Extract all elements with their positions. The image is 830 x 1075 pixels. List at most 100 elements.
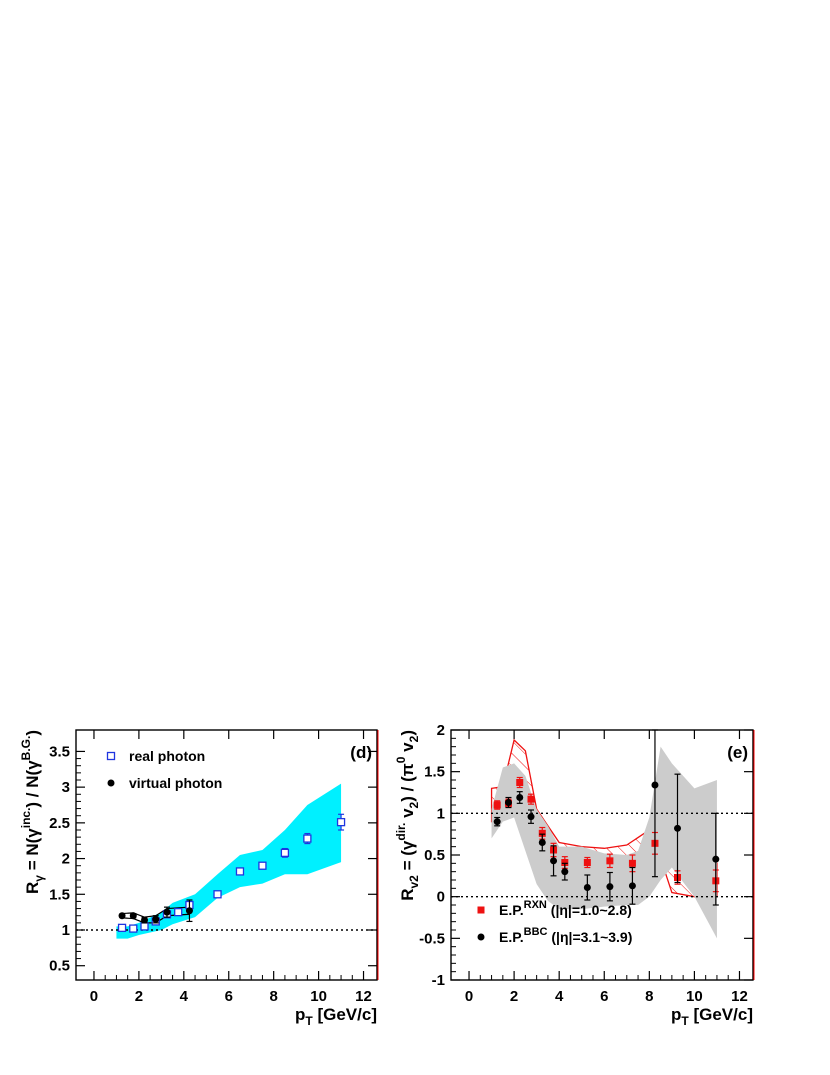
panel-e-y-axis-title-sup-dir: dir.: [394, 823, 408, 841]
panel-e-y-axis-title-sub: v2: [407, 875, 421, 889]
panel-d-series-0-point-9: [258, 861, 267, 870]
panel-e-legend-marker-0: [477, 906, 485, 914]
panel-d-series-1-point-2: [141, 916, 149, 924]
panel-e-series-0-point-0: [493, 801, 501, 809]
panel-e-x-tick-label-5: 10: [686, 988, 703, 1005]
panel-e-series-1-point-10: [651, 781, 659, 789]
panel-e-x-tick-label-2: 4: [555, 988, 564, 1005]
panel-e-series-0-point-8: [606, 857, 614, 865]
panel-e-x-axis-title-unit: [GeV/c]: [689, 1005, 753, 1024]
panel-e-legend-label-0-sup: RXN: [524, 899, 547, 911]
panel-e-y-tick-label-3: 0.5: [424, 847, 445, 864]
panel-e-y-axis-title-sup0: 0: [394, 756, 408, 763]
panel-e-y-axis-title-v2: v: [398, 742, 417, 757]
panel-e-points: [493, 729, 720, 906]
panel-e-series-1-point-4: [538, 839, 546, 846]
panel-d-series-1-point-3: [152, 915, 160, 923]
panel-e-legend-label-1: E.P.BBC (|η|=3.1~3.9): [499, 926, 632, 945]
panel-d-y-axis-title-mid: = N(γ: [23, 828, 42, 875]
panel-e-legend-label-1-rest: (|η|=3.1~3.9): [548, 929, 633, 945]
panel-d-y-tick-label-1: 1: [62, 922, 70, 939]
panel-e-y-tick-label-5: 1.5: [424, 764, 445, 781]
panel-d-x-axis-title-main: p: [295, 1005, 305, 1024]
panel-d-series-1-point-5: [185, 907, 193, 915]
panel-e-x-axis-title-main: p: [671, 1005, 681, 1024]
panel-d-y-axis-title-div: ) / N(γ: [23, 760, 42, 808]
panel-d-series-0-point-2: [140, 922, 149, 931]
panel-e-series-1-point-1: [504, 799, 512, 806]
panel-e-series-1-point-2: [516, 794, 524, 801]
panel-d-y-tick-label-6: 3.5: [49, 743, 70, 760]
panel-d-bands: [116, 783, 342, 939]
panel-d-y-tick-label-0: 0.5: [49, 958, 70, 975]
panel-e-x-axis-title: pT [GeV/c]: [671, 1005, 753, 1028]
panel-d-x-tick-label-2: 4: [180, 988, 189, 1005]
panel-e: 0 2 4 6 8 10 12-1-0.500.511.52 (e) pT [GeV/c] …: [394, 722, 755, 1028]
panel-d-series-0-point-1: [129, 924, 138, 933]
panel-e-x-tick-label-1: 2: [510, 988, 518, 1005]
panel-e-reference-lines: [451, 812, 753, 898]
panel-e-legend-label-0: E.P.RXN (|η|=1.0~2.8): [499, 899, 632, 918]
panel-d-y-tick-label-3: 2: [62, 851, 70, 868]
panel-e-y-axis-title-end: ): [398, 730, 417, 736]
panel-d-legend-label-0: real photon: [129, 748, 205, 764]
panel-e-y-axis-title-sub3: 2: [407, 735, 421, 742]
panel-e-legend-label-1-main: E.P.: [499, 929, 524, 945]
panel-e-y-axis-title-v: v: [398, 808, 417, 823]
panel-d-x-tick-label-0: 0: [90, 988, 98, 1005]
panel-d-y-axis-title-sup-bg: B.G.: [19, 736, 33, 761]
panel-e-x-tick-label-4: 8: [645, 988, 653, 1005]
panel-e-band-1: [491, 746, 717, 939]
panel-e-legend-marker-1: [477, 933, 485, 941]
panel-e-series-1-point-7: [583, 884, 591, 891]
panel-d-y-tick-label-2: 1.5: [49, 886, 70, 903]
panel-e-series-1-point-9: [628, 882, 636, 890]
panel-e-x-tick-label-0: 0: [465, 988, 473, 1005]
panel-e-y-tick-label-6: 2: [437, 722, 445, 739]
panel-d-label: (d): [350, 743, 372, 762]
panel-e-y-tick-label-0: -1: [432, 972, 445, 989]
panel-d-x-tick-label-6: 12: [355, 988, 372, 1005]
panel-d-series-0-point-5: [174, 907, 183, 917]
panel-d-frame: [75, 729, 378, 981]
panel-e-y-axis-title-sub2: 2: [407, 801, 421, 808]
panel-e-x-axis-title-sub: T: [681, 1014, 689, 1028]
panel-d-x-tick-label-4: 8: [269, 988, 277, 1005]
panel-e-series-0-point-9: [628, 859, 636, 867]
panel-e-series-1-point-0: [493, 818, 501, 826]
panel-e-series-0-point-6: [561, 859, 569, 866]
panel-e-label: (e): [727, 743, 748, 762]
panel-e-x-tick-label-6: 12: [731, 988, 748, 1005]
panel-e-legend: E.P.RXN (|η|=1.0~2.8)E.P.BBC (|η|=3.1~3.…: [477, 899, 632, 945]
panel-e-series-1-point-12: [712, 855, 720, 863]
panel-e-legend-label-0-rest: (|η|=1.0~2.8): [547, 902, 632, 918]
panel-e-y-axis-title-r: R: [398, 889, 417, 901]
panel-d-points: [117, 813, 346, 933]
panel-d-series-0-point-0: [117, 923, 127, 933]
panel-d-x-tick-label-3: 6: [225, 988, 233, 1005]
panel-e-series-1-point-11: [674, 824, 681, 832]
panel-e-y-axis-title: Rv2 = (γdir. v2) / (π0 v2): [394, 730, 421, 901]
panel-e-series-0-point-3: [527, 795, 535, 803]
panel-d-y-axis-title-end: ): [23, 730, 42, 736]
panel-d-y-axis-title: Rγ = N(γinc.) / N(γB.G.): [19, 730, 46, 894]
panel-e-series-1-point-5: [550, 857, 558, 865]
panel-d-series-1-point-0: [118, 912, 126, 920]
panel-e-series-1-point-6: [561, 868, 569, 876]
panel-d-y-axis-title-r: R: [23, 882, 42, 894]
panel-d-series-0-point-7: [213, 890, 222, 899]
panel-e-axes: 0 2 4 6 8 10 12 -1 -0.5 0 0.5 1 1.5 2: [419, 722, 753, 1005]
panel-d-y-axis-title-sub: γ: [32, 875, 46, 882]
panel-d-x-tick-label-1: 2: [135, 988, 143, 1005]
panel-d-series-0-point-11: [303, 834, 312, 843]
panel-d-y-tick-label-4: 2.5: [49, 815, 70, 832]
panel-d-y-tick-label-5: 3: [62, 779, 70, 796]
panel-e-legend-label-1-sup: BBC: [524, 926, 548, 938]
panel-d-y-axis-title-sup-inc: inc.: [19, 808, 33, 829]
panel-e-series-0-point-2: [516, 779, 524, 786]
panel-d: 0 2 4 6 8 10 120.511.522.533.5 (d) pT [GeV/c] …: [19, 729, 379, 1028]
panel-d-series-1-point-4: [163, 908, 171, 916]
panel-e-series-0-point-7: [583, 859, 591, 866]
panel-e-y-tick-label-1: -0.5: [419, 930, 445, 947]
